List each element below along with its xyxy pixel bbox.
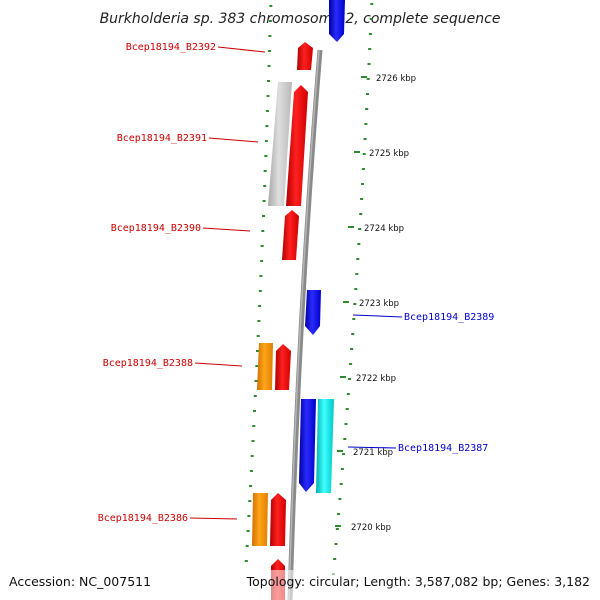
map-title: Burkholderia sp. 383 chromosome 2, compl… xyxy=(100,11,501,27)
leader-line xyxy=(194,362,243,367)
scale-label: 2720 kbp xyxy=(351,523,391,533)
gene-label-b2391[interactable]: Bcep18194_B2391 xyxy=(117,133,207,144)
gene-feature-b2389 xyxy=(305,290,321,335)
accession-text: Accession: NC_007511 xyxy=(9,574,151,589)
gene-feature-b2388 xyxy=(275,344,291,390)
leader-line xyxy=(217,46,266,53)
scale-label: 2724 kbp xyxy=(364,224,404,234)
scale-labels: 2726 kbp 2725 kbp 2724 kbp 2723 kbp 2722… xyxy=(335,74,416,533)
scale-label: 2726 kbp xyxy=(376,74,416,84)
topology-text: Topology: circular; Length: 3,587,082 bp… xyxy=(246,574,590,589)
gene-label-b2388[interactable]: Bcep18194_B2388 xyxy=(103,358,193,369)
gene-label-b2389[interactable]: Bcep18194_B2389 xyxy=(404,312,494,323)
gene-feature-b2387-blue xyxy=(299,399,316,492)
footer-background xyxy=(0,570,600,600)
leader-line xyxy=(189,517,238,520)
gene-feature-b2391 xyxy=(286,85,308,206)
leader-line xyxy=(347,446,397,449)
scale-label: 2725 kbp xyxy=(369,149,409,159)
scale-label: 2723 kbp xyxy=(359,299,399,309)
gene-feature-b2391-gray xyxy=(268,82,292,206)
gene-feature-b2386-orange xyxy=(252,493,268,546)
gene-label-b2386[interactable]: Bcep18194_B2386 xyxy=(98,513,188,524)
gene-feature-b2392 xyxy=(297,42,313,70)
tick-marks xyxy=(244,3,374,575)
backbone-line xyxy=(287,49,323,600)
gene-label-b2390[interactable]: Bcep18194_B2390 xyxy=(111,223,201,234)
gene-label-b2392[interactable]: Bcep18194_B2392 xyxy=(126,42,216,53)
gene-label-b2387[interactable]: Bcep18194_B2387 xyxy=(398,443,488,454)
gene-feature-top-reverse xyxy=(329,0,345,42)
gene-feature-b2387-cyan xyxy=(316,399,334,493)
gene-labels: Bcep18194_B2392 Bcep18194_B2391 Bcep1819… xyxy=(98,42,495,524)
gene-feature-b2388-orange xyxy=(257,343,273,390)
leader-line xyxy=(208,137,259,143)
leader-line xyxy=(352,314,403,318)
scale-label: 2722 kbp xyxy=(356,374,396,384)
gene-feature-b2386 xyxy=(270,493,286,546)
backbone-highlight xyxy=(288,49,320,600)
gene-feature-b2390 xyxy=(282,210,299,260)
leader-line xyxy=(202,227,251,232)
scale-label: 2721 kbp xyxy=(353,448,393,458)
